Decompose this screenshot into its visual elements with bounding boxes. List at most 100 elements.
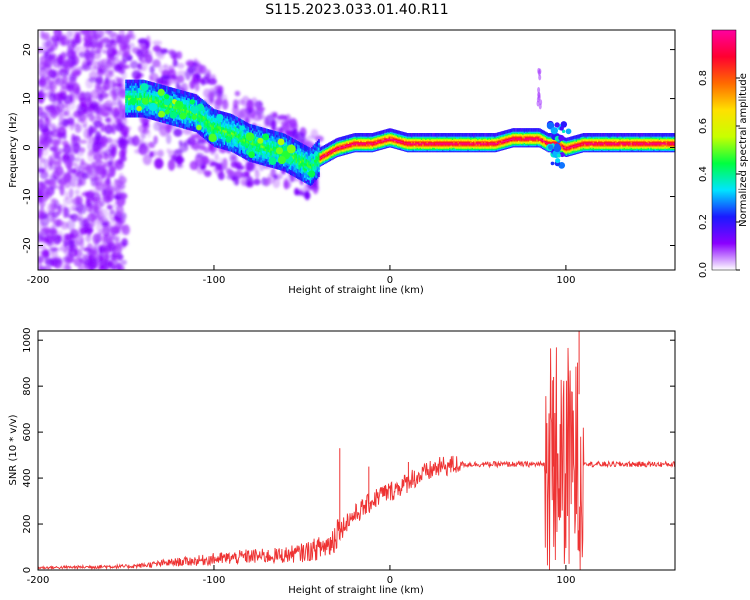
spectrogram-cell (216, 134, 219, 139)
spectrogram-cell (181, 95, 184, 99)
spectrogram-cell (136, 96, 139, 101)
spectrogram-cell (205, 131, 208, 136)
spectrogram-cell (319, 147, 322, 151)
spectrogram-cell (206, 138, 209, 142)
spectrogram-cell (433, 133, 436, 137)
spectrogram-cell (106, 204, 113, 210)
spectrogram-cell (202, 117, 205, 121)
spectrogram-cell (153, 111, 156, 116)
spectrogram-cell (180, 99, 182, 104)
spectrogram-cell (137, 111, 140, 116)
spectrogram-cell (136, 89, 139, 94)
spectrogram-cell (215, 124, 217, 128)
spectrogram-cell (152, 40, 162, 46)
spectrogram-cell (183, 125, 185, 129)
spectrogram-cell (163, 85, 165, 89)
spectrogram-cell (209, 140, 212, 144)
spectrogram-cell (166, 120, 168, 124)
spectrogram-cell (112, 111, 118, 117)
spectrogram-cell (160, 101, 163, 106)
spectrogram-cell (205, 127, 208, 131)
spectrogram-cell (447, 133, 450, 137)
spectrogram-cell (156, 88, 158, 92)
spectrogram-cell (125, 82, 127, 86)
spectrogram-cell (39, 206, 45, 218)
spectrogram-cell (167, 103, 170, 108)
spectrogram-cell (163, 119, 165, 124)
spectrogram-cell (88, 71, 99, 80)
spectrogram-cell (111, 122, 116, 135)
spectrogram-cell (183, 120, 185, 124)
spectrogram-cell (125, 109, 127, 113)
spectrogram-cell (190, 117, 192, 121)
spectrogram-cell (160, 75, 171, 80)
spectrogram-cell (168, 118, 171, 123)
spectrogram-cell (342, 136, 344, 140)
spectrogram-cell (219, 110, 222, 115)
spectrogram-cell (117, 63, 125, 70)
spectrogram-cell (185, 91, 188, 96)
spectrogram-cell (150, 84, 153, 88)
spectrogram-cell (156, 90, 158, 95)
spectrogram-cell (150, 81, 153, 86)
spectrogram-cell (216, 144, 219, 148)
spectrogram-cell (72, 135, 81, 142)
spectrogram-cell (159, 96, 161, 100)
spectrogram-cell (409, 133, 412, 137)
spectrogram-cell (192, 127, 195, 132)
spectrogram-cell (60, 221, 69, 231)
spectrogram-cell (132, 84, 134, 89)
spectrogram-cell (235, 116, 237, 120)
spectrogram-cell (132, 113, 134, 118)
spectrogram-cell (96, 206, 103, 214)
spectrogram-cell (364, 133, 367, 137)
spectrogram-cell (161, 116, 164, 121)
spectrogram-cell (38, 47, 45, 54)
spectrogram-cell (199, 112, 202, 117)
spectrogram-cell (180, 92, 182, 97)
spectrogram-cell (218, 110, 220, 114)
spectrogram-cell (170, 92, 172, 96)
spectrogram-cell (188, 119, 191, 123)
spectrogram-cell (197, 119, 199, 124)
spectrogram-cell (170, 101, 172, 106)
spectrogram-cell (115, 218, 126, 224)
spectrogram-cell (185, 98, 188, 103)
spectrogram-cell (449, 133, 451, 137)
spectrogram-cell (236, 99, 246, 105)
spectrogram-cell (183, 122, 185, 127)
spectrogram-cell (166, 105, 168, 110)
spectrogram-cell (205, 112, 208, 116)
spectrogram-cell (149, 81, 151, 85)
spectrogram-cell (152, 59, 161, 68)
spectrogram-cell (183, 93, 185, 97)
spectrogram-cell (142, 113, 144, 118)
spectrogram-cell (277, 114, 288, 120)
spectrogram-cell (202, 124, 205, 129)
spectrogram-cell (215, 126, 217, 131)
spectrogram-cell (136, 84, 139, 89)
spectrogram-cell (130, 82, 133, 86)
spectrogram-cell (164, 107, 167, 112)
spectrogram-cell (218, 157, 224, 164)
spectrogram-cell (159, 106, 161, 110)
spectrogram-cell (152, 84, 154, 89)
spectrogram-cell (419, 133, 422, 137)
spectrogram-cell (133, 113, 136, 118)
spectrogram-cell (212, 128, 215, 132)
spectrogram-cell (204, 133, 206, 137)
spectrogram-cell (147, 115, 150, 119)
spectrogram-cell (202, 132, 205, 136)
spectrogram-cell (261, 127, 264, 132)
spectrogram-cell (191, 112, 194, 117)
spectrogram-cell (166, 86, 168, 90)
spectrogram-cell (57, 126, 67, 137)
spectrogram-cell (336, 137, 339, 142)
spectrogram-cell (98, 64, 107, 73)
spectrogram-cell (168, 111, 171, 115)
spectrogram-cell (211, 112, 213, 116)
spectrogram-cell (325, 144, 327, 148)
spectrogram-cell (311, 147, 313, 151)
spectrogram-cell (456, 133, 458, 137)
spectrogram-cell (132, 89, 134, 94)
